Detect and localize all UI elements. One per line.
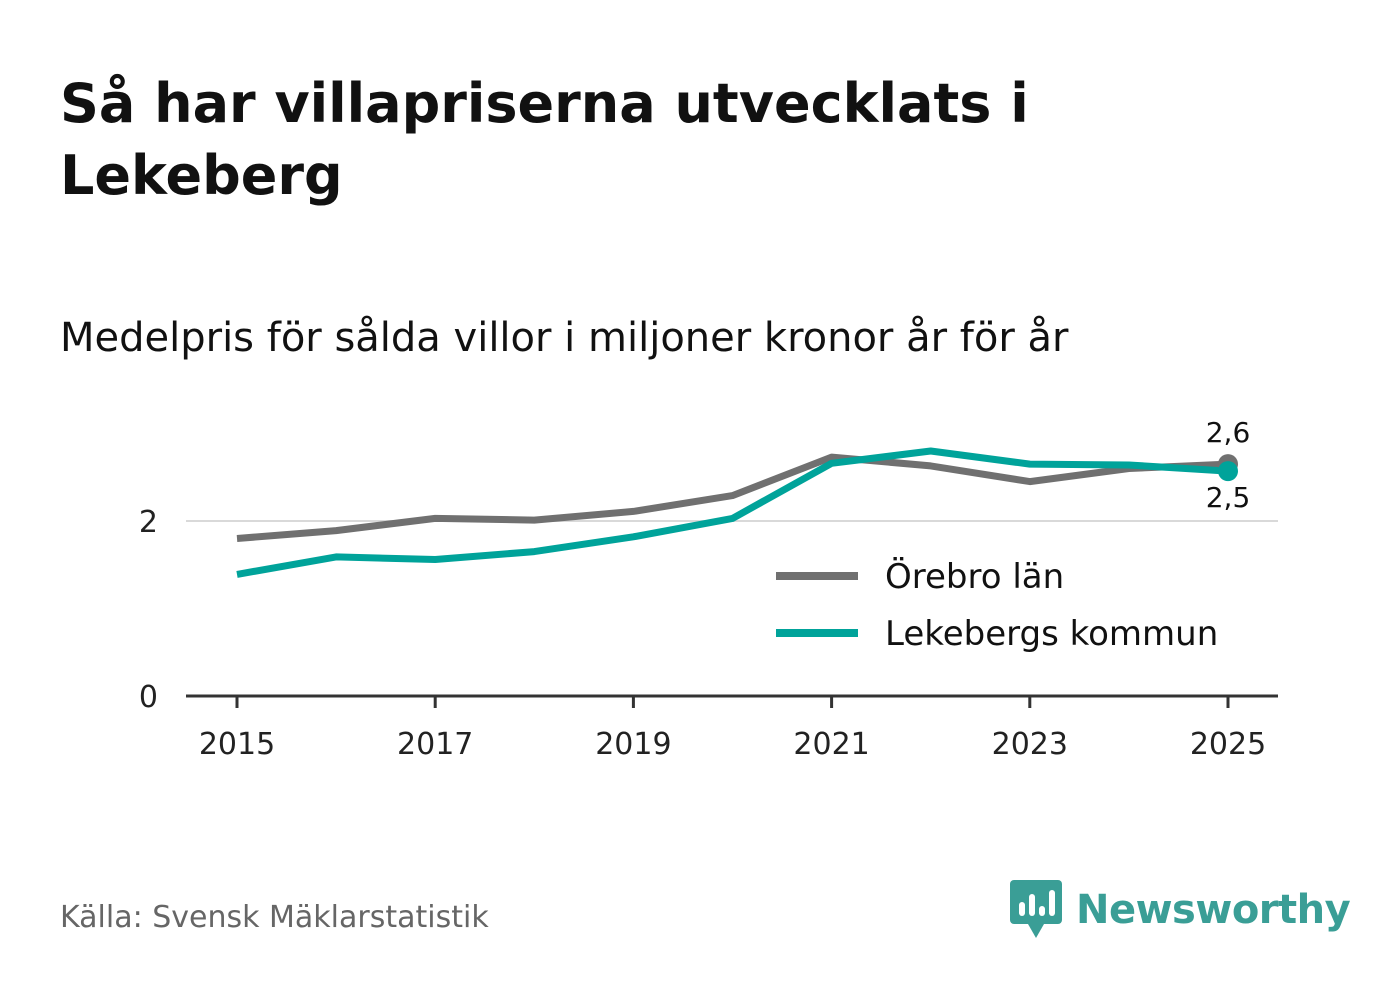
series-line-lekebergs-kommun: [236, 447, 1229, 578]
legend-label-orebro-lan: Örebro län: [885, 556, 1064, 597]
y-tick-label-0: 0: [139, 680, 158, 715]
chart-title: Så har villapriserna utvecklats i Lekebe…: [60, 72, 1029, 207]
legend-label-lekebergs-kommun: Lekebergs kommun: [885, 614, 1218, 654]
series-line-orebro-lan: [236, 453, 1229, 542]
brand-logo: Newsworthy: [1010, 880, 1351, 940]
brand-name: Newsworthy: [1076, 887, 1351, 933]
end-label-lekebergs-kommun: 2,5: [1206, 481, 1251, 514]
x-tick-label-2025: 2025: [1190, 727, 1266, 762]
end-point-lekebergs-kommun: [1218, 461, 1238, 482]
y-tick-label-2: 2: [139, 505, 158, 540]
x-tick-label-2015: 2015: [199, 727, 275, 762]
x-tick-label-2017: 2017: [397, 727, 473, 762]
source-note: Källa: Svensk Mäklarstatistik: [60, 900, 489, 935]
x-tick-label-2019: 2019: [595, 727, 671, 762]
x-tick-label-2021: 2021: [793, 727, 869, 762]
x-tick-label-2023: 2023: [992, 727, 1068, 762]
newsworthy-logo-icon: [1010, 880, 1062, 938]
end-label-orebro-lan: 2,6: [1206, 416, 1251, 449]
chart-subtitle: Medelpris för sålda villor i miljoner kr…: [60, 315, 1069, 361]
